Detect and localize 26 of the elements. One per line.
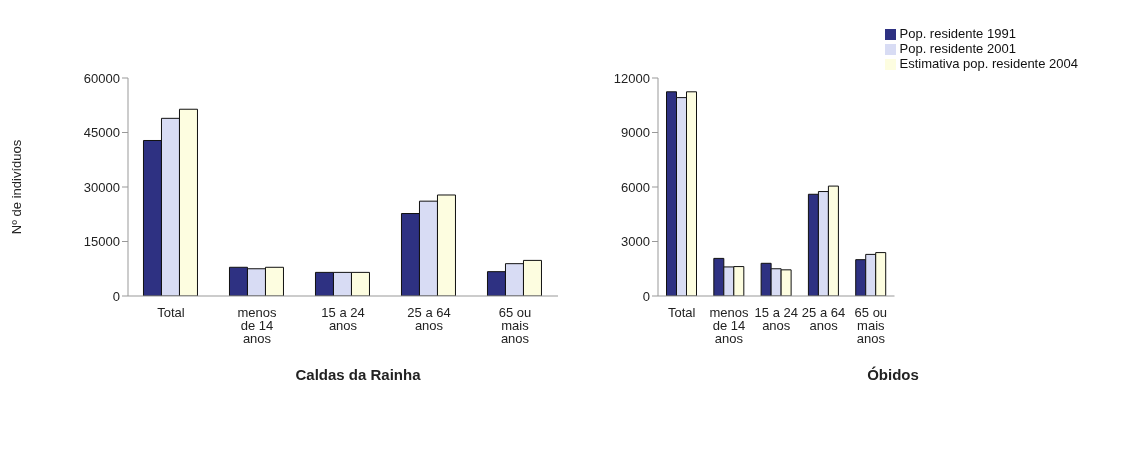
y-tick-label: 0 — [642, 288, 650, 304]
y-axis-title: Nº de indivíduos — [8, 139, 24, 235]
y-tick-label: 12000 — [613, 70, 650, 86]
x-tick-label: 25 a 64 anos — [407, 305, 451, 334]
legend-label: Pop. residente 2001 — [899, 41, 1016, 56]
x-tick-label: menos de 14 anos — [709, 305, 749, 347]
y-tick-label: 6000 — [621, 179, 650, 195]
legend-label: Pop. residente 1991 — [899, 26, 1016, 41]
x-tick-label: 15 a 24 anos — [321, 305, 365, 334]
text: Caldas da Rainha — [294, 366, 422, 383]
x-tick-label: 25 a 64 anos — [801, 305, 846, 334]
y-tick-label: 3000 — [621, 234, 650, 250]
x-tick-label: Total — [157, 305, 185, 321]
y-tick-label: 30000 — [83, 179, 120, 195]
text: Óbidos — [866, 366, 920, 383]
legend-label: Estimativa pop. residente 2004 — [899, 56, 1078, 71]
y-tick-label: 0 — [112, 288, 120, 304]
y-tick-label: 60000 — [83, 70, 120, 86]
x-tick-label: 65 ou mais anos — [498, 305, 532, 347]
x-tick-label: 65 ou mais anos — [854, 305, 888, 347]
y-tick-label: 15000 — [83, 234, 120, 250]
y-tick-label: 9000 — [621, 125, 650, 141]
y-tick-label: 45000 — [83, 125, 120, 141]
x-tick-label: menos de 14 anos — [237, 305, 277, 347]
x-tick-label: 15 a 24 anos — [754, 305, 798, 334]
x-tick-label: Total — [667, 305, 696, 321]
